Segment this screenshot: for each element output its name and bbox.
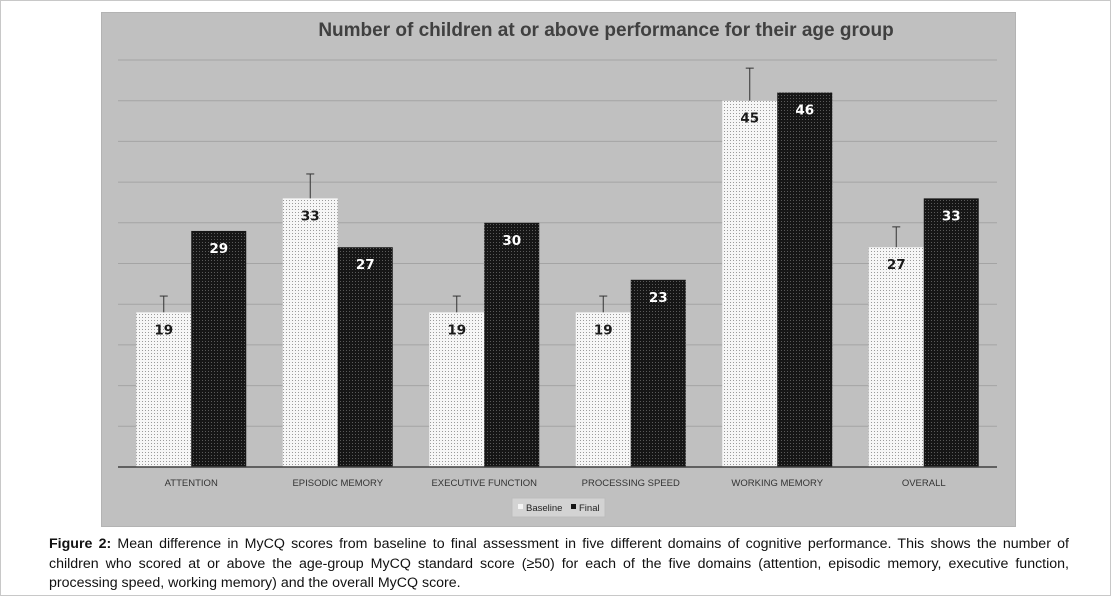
bar-final bbox=[630, 279, 686, 467]
category-label: PROCESSING SPEED bbox=[582, 478, 680, 489]
legend-label-baseline: Baseline bbox=[526, 503, 562, 514]
category-labels: ATTENTION EPISODIC MEMORY EXECUTIVE FUNCTI… bbox=[165, 478, 946, 489]
legend-label-final: Final bbox=[579, 503, 600, 514]
bar-chart: Number of children at or above performan… bbox=[118, 20, 997, 518]
category-label: WORKING MEMORY bbox=[731, 478, 823, 489]
figure-label: Figure 2: bbox=[49, 536, 112, 552]
error-bar bbox=[745, 67, 754, 101]
data-label: 23 bbox=[649, 290, 668, 306]
legend-swatch-final bbox=[571, 504, 576, 509]
data-label: 45 bbox=[740, 111, 759, 127]
bars bbox=[136, 92, 979, 467]
chart-title: Number of children at or above performan… bbox=[318, 20, 893, 41]
error-bars bbox=[159, 67, 901, 313]
bar-final bbox=[337, 247, 393, 467]
error-bar bbox=[159, 295, 168, 313]
data-label: 33 bbox=[301, 208, 320, 224]
bar-final bbox=[484, 222, 540, 467]
data-label: 30 bbox=[502, 233, 521, 249]
legend-swatch-baseline bbox=[518, 504, 523, 509]
data-label: 19 bbox=[594, 322, 613, 338]
chart-panel: Number of children at or above performan… bbox=[101, 12, 1016, 527]
bar-baseline bbox=[868, 247, 924, 467]
error-bar bbox=[599, 295, 608, 313]
bar-baseline bbox=[429, 312, 485, 467]
bar-baseline bbox=[575, 312, 631, 467]
category-label: OVERALL bbox=[902, 478, 946, 489]
data-label: 27 bbox=[887, 257, 906, 273]
bar-baseline bbox=[282, 198, 338, 467]
bar-final bbox=[923, 198, 979, 467]
error-bar bbox=[892, 226, 901, 248]
data-label: 33 bbox=[942, 208, 961, 224]
bar-final bbox=[191, 230, 247, 467]
data-label: 46 bbox=[795, 103, 814, 119]
category-label: ATTENTION bbox=[165, 478, 218, 489]
error-bar bbox=[306, 173, 315, 199]
bar-final bbox=[777, 92, 833, 467]
bar-baseline bbox=[136, 312, 192, 467]
error-bar bbox=[452, 295, 461, 313]
legend: Baseline Final bbox=[511, 497, 606, 518]
data-label: 19 bbox=[154, 322, 173, 338]
category-label: EPISODIC MEMORY bbox=[292, 478, 383, 489]
bar-baseline bbox=[722, 100, 778, 467]
figure-caption: Figure 2: Mean difference in MyCQ scores… bbox=[49, 535, 1069, 594]
legend-box bbox=[511, 497, 606, 518]
data-labels: 19 29 33 27 19 30 19 23 45 46 27 33 bbox=[154, 103, 960, 339]
data-label: 29 bbox=[209, 241, 228, 257]
data-label: 19 bbox=[447, 322, 466, 338]
gridlines bbox=[118, 59, 997, 427]
data-label: 27 bbox=[356, 257, 375, 273]
category-label: EXECUTIVE FUNCTION bbox=[431, 478, 537, 489]
figure-caption-text: Mean difference in MyCQ scores from base… bbox=[49, 536, 1069, 591]
